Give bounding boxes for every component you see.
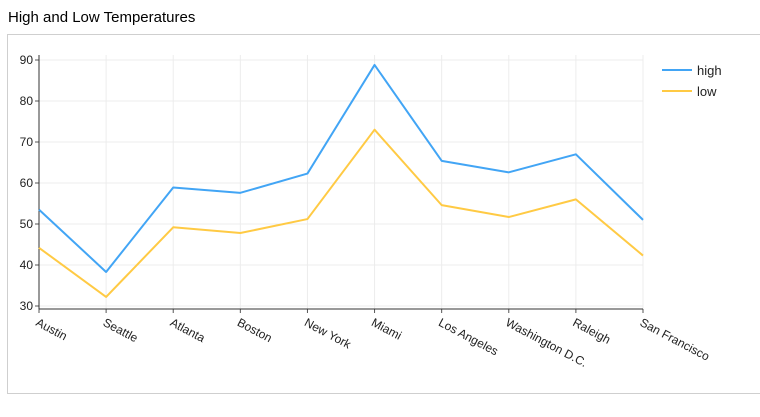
x-tick-label: Boston bbox=[235, 315, 275, 345]
x-tick-label: Miami bbox=[369, 315, 404, 342]
series-line-high bbox=[38, 63, 644, 273]
y-tick-label: 90 bbox=[20, 53, 34, 67]
series-line-low bbox=[38, 128, 644, 298]
legend-label-high: high bbox=[697, 63, 722, 78]
legend-label-low: low bbox=[697, 84, 717, 99]
axis-layer bbox=[35, 55, 644, 313]
chart-panel bbox=[7, 34, 760, 394]
series-layer bbox=[38, 63, 644, 298]
x-tick-label: Austin bbox=[34, 315, 70, 343]
y-tick-label: 30 bbox=[20, 299, 34, 313]
x-tick-label: Raleigh bbox=[570, 315, 613, 346]
y-tick-label: 60 bbox=[20, 176, 34, 190]
chart-title: High and Low Temperatures bbox=[8, 9, 196, 26]
x-tick-label: San Francisco bbox=[638, 315, 713, 364]
x-tick-label: New York bbox=[302, 315, 354, 352]
x-tick-label: Atlanta bbox=[168, 315, 208, 345]
y-tick-label: 40 bbox=[20, 258, 34, 272]
x-tick-label: Los Angeles bbox=[436, 315, 500, 358]
x-tick-label: Seattle bbox=[101, 315, 141, 345]
y-tick-label: 50 bbox=[20, 217, 34, 231]
legend-layer: high low bbox=[662, 63, 722, 99]
grid-layer bbox=[38, 55, 644, 309]
y-tick-label: 80 bbox=[20, 94, 34, 108]
y-tick-label: 70 bbox=[20, 135, 34, 149]
